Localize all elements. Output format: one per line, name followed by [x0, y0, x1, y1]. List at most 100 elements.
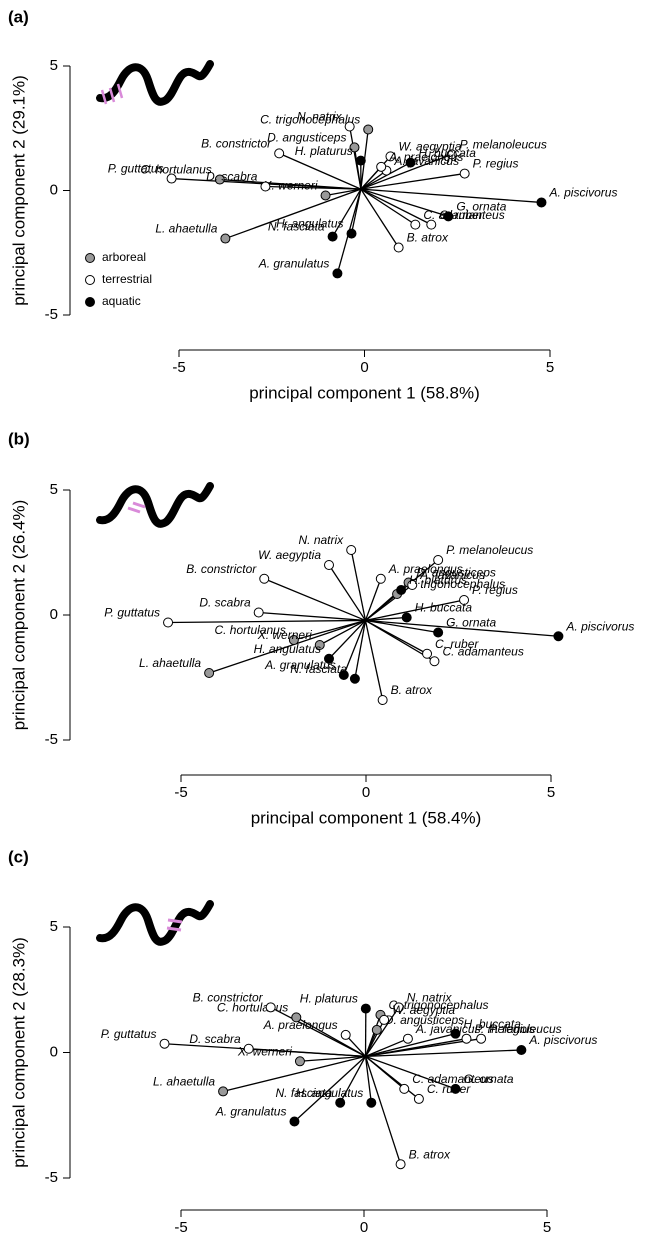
branch	[332, 188, 362, 237]
x-tick-label: -5	[172, 359, 185, 376]
species-label: C. trigonocephalus	[260, 113, 360, 127]
branch	[264, 578, 366, 622]
species-label: A. javanicus	[415, 1022, 481, 1036]
species-label: N. natrix	[297, 110, 343, 124]
branch	[339, 1056, 367, 1104]
x-tick-label: 0	[360, 1219, 368, 1236]
point	[243, 1043, 254, 1054]
point	[363, 124, 374, 135]
species-label: W. aegyptia	[258, 548, 321, 562]
branch	[328, 564, 367, 621]
species-label: A. piscivorus	[548, 186, 617, 200]
branch	[248, 1048, 366, 1058]
point	[393, 242, 404, 253]
species-label: B. constrictor	[193, 990, 264, 1004]
species-label: P. guttatus	[101, 1027, 157, 1041]
point	[476, 1033, 487, 1044]
point	[536, 197, 547, 208]
species-label: P. regius	[472, 583, 518, 597]
species-label: W. aegyptia	[392, 1003, 455, 1017]
point	[443, 211, 454, 222]
y-tick-label: -5	[45, 731, 58, 748]
point	[516, 1044, 527, 1055]
species-label: P. melanoleucus	[474, 1022, 561, 1036]
point	[327, 231, 338, 242]
branch	[299, 1055, 366, 1062]
species-label: B. atrox	[391, 683, 433, 697]
y-tick-label: 0	[50, 1043, 58, 1060]
branch	[168, 619, 366, 624]
point	[204, 668, 215, 678]
point	[349, 142, 360, 153]
y-axis-label: principal component 2 (29.1%)	[9, 75, 28, 306]
point	[346, 228, 357, 239]
species-label: L. ahaetulla	[139, 656, 201, 670]
species-label: D. scabra	[199, 596, 251, 610]
branch	[350, 549, 367, 621]
species-label: C. trigonocephalus	[388, 998, 488, 1012]
branch	[364, 1006, 400, 1057]
branch	[225, 188, 362, 240]
point	[407, 580, 418, 590]
point	[214, 174, 225, 185]
branch	[365, 1038, 482, 1058]
point	[360, 1003, 371, 1014]
species-label: G. ornata	[456, 200, 506, 214]
species-label: G. ornata	[464, 1072, 514, 1086]
point	[410, 219, 421, 230]
branch	[365, 1038, 409, 1057]
species-label: B. constrictor	[186, 562, 257, 576]
point	[346, 545, 357, 555]
point	[402, 1033, 413, 1044]
branch	[328, 619, 366, 660]
species-label: D. scabra	[206, 170, 258, 184]
y-tick-label: 5	[50, 918, 58, 935]
point	[294, 1056, 305, 1067]
panel-title: (c)	[8, 847, 29, 866]
branch	[294, 1055, 366, 1123]
species-label: P. melanoleucus	[460, 138, 547, 152]
branch	[364, 578, 382, 621]
species-label: D. angusticeps	[385, 1013, 464, 1027]
point	[166, 173, 177, 184]
point	[332, 268, 343, 279]
branch	[325, 188, 362, 197]
legend-label: terrestrial	[102, 272, 152, 286]
species-label: P. guttatus	[108, 162, 164, 176]
point	[553, 631, 564, 642]
branch	[365, 599, 465, 622]
branch	[360, 170, 387, 190]
point	[459, 595, 470, 605]
point	[355, 155, 366, 166]
snake-icon-b	[96, 482, 214, 528]
species-label: A. granulatus	[264, 658, 336, 672]
point	[289, 1116, 300, 1127]
x-axis-label: principal component 1 (58.4%)	[251, 808, 482, 827]
branch	[319, 619, 366, 646]
point	[375, 573, 386, 584]
point	[446, 149, 457, 160]
point	[163, 617, 174, 628]
branch	[360, 153, 452, 190]
branch	[364, 1019, 385, 1057]
point	[349, 673, 360, 684]
panel-title: (b)	[8, 429, 30, 448]
branch	[360, 166, 382, 190]
point	[265, 1002, 276, 1013]
branch	[278, 152, 362, 190]
branch	[222, 1055, 366, 1093]
species-label: X. werneri	[257, 628, 312, 642]
branch	[365, 619, 439, 634]
branch	[270, 1006, 366, 1057]
point	[401, 612, 412, 623]
branch	[343, 620, 367, 676]
x-tick-label: -5	[174, 784, 187, 801]
species-label: C. adamanteus	[423, 208, 504, 222]
species-label: N. fasciata	[268, 220, 325, 234]
point	[335, 1097, 346, 1108]
species-label: A. praelongus	[263, 1018, 338, 1032]
species-label: N. natrix	[407, 990, 453, 1004]
species-label: A. piscivorus	[565, 619, 634, 633]
x-tick-label: 5	[546, 359, 554, 376]
